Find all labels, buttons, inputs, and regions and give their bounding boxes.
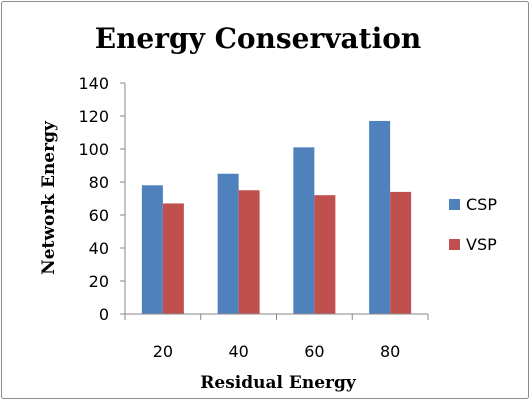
bar-csp-60 xyxy=(293,147,315,314)
bar-vsp-80 xyxy=(390,191,412,314)
y-tick-label: 40 xyxy=(89,239,109,258)
y-tick-label: 0 xyxy=(99,305,109,324)
chart-title: Energy Conservation xyxy=(95,22,422,55)
y-tick-label: 140 xyxy=(78,74,109,93)
bar-csp-20 xyxy=(141,185,163,314)
legend-swatch-vsp xyxy=(449,239,460,250)
x-tick-label: 60 xyxy=(304,342,324,361)
legend-label-vsp: VSP xyxy=(466,235,497,254)
y-tick-label: 60 xyxy=(89,206,109,225)
legend-label-csp: CSP xyxy=(466,195,497,214)
legend-swatch-csp xyxy=(449,199,460,210)
bar-csp-80 xyxy=(369,120,391,314)
x-axis-label: Residual Energy xyxy=(200,373,357,393)
y-tick-label: 20 xyxy=(89,272,109,291)
bar-vsp-20 xyxy=(162,203,184,314)
y-tick-label: 120 xyxy=(78,107,109,126)
x-axis-ticks: 20 40 60 80 xyxy=(124,314,429,361)
y-axis-label: Network Energy xyxy=(39,120,59,275)
x-tick-label: 20 xyxy=(153,342,173,361)
x-tick-label: 40 xyxy=(228,342,248,361)
legend: CSP VSP xyxy=(449,195,497,254)
bar-vsp-40 xyxy=(238,190,260,314)
y-tick-label: 100 xyxy=(78,140,109,159)
x-tick-label: 80 xyxy=(380,342,400,361)
bar-vsp-60 xyxy=(314,195,336,314)
bar-csp-40 xyxy=(217,173,239,314)
y-tick-label: 80 xyxy=(89,173,109,192)
y-axis-ticks: 0 20 40 60 80 100 120 140 xyxy=(78,74,125,324)
bars-group xyxy=(141,120,412,314)
